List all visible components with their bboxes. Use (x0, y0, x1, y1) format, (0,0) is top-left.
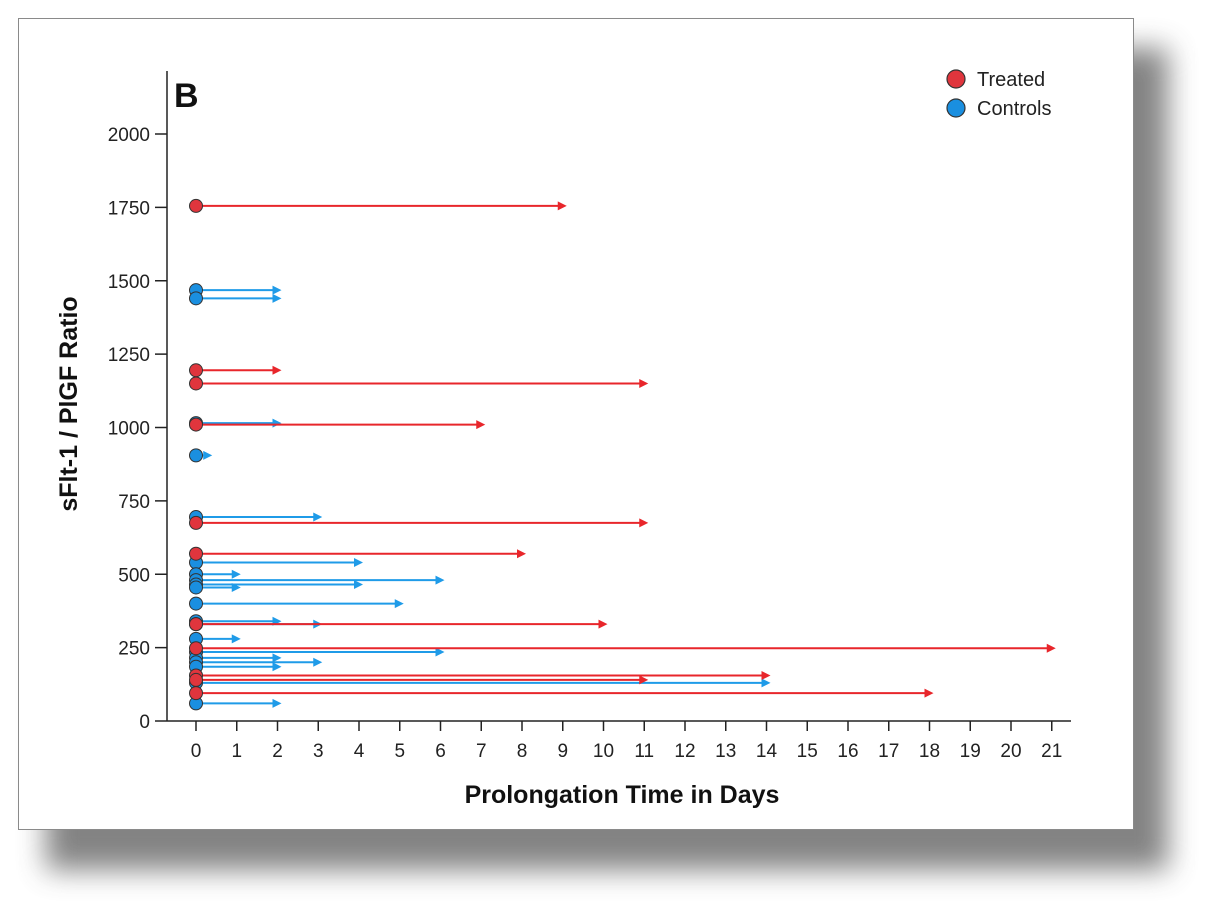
arrow-head-controls (272, 662, 282, 672)
panel-label: B (174, 77, 199, 115)
arrow-head-controls (354, 558, 363, 568)
y-tick-label: 250 (118, 639, 150, 660)
x-tick-label: 19 (960, 741, 981, 762)
x-tick-label: 9 (557, 741, 568, 762)
point-controls (189, 596, 203, 611)
x-tick-label: 21 (1041, 741, 1062, 762)
y-tick-label: 2000 (108, 125, 150, 146)
point-controls (189, 448, 203, 463)
legend: Treated Controls (946, 69, 1051, 120)
point-treated (189, 417, 203, 432)
chart-panel: B Treated Controls sFlt-1 / PlGF Ratio P… (18, 18, 1134, 830)
arrow-head-controls (435, 575, 445, 585)
x-tick-label: 12 (674, 741, 695, 762)
arrow-head-treated (1046, 643, 1056, 653)
x-tick-label: 5 (394, 741, 405, 762)
point-controls (189, 580, 203, 595)
data-marks (189, 198, 1056, 711)
y-axis-title: sFlt-1 / PlGF Ratio (55, 296, 83, 511)
x-tick-label: 11 (634, 741, 654, 762)
point-treated (189, 686, 203, 701)
arrow-head-treated (476, 420, 486, 430)
arrow-head-controls (272, 293, 282, 303)
legend-marker-treated (946, 69, 966, 89)
arrow-head-controls (231, 634, 241, 644)
x-tick-label: 0 (191, 741, 202, 762)
x-axis-title: Prolongation Time in Days (465, 781, 780, 809)
x-tick-label: 20 (1000, 741, 1021, 762)
x-tick-label: 17 (878, 741, 899, 762)
arrow-head-treated (598, 619, 608, 629)
point-treated (189, 198, 203, 213)
point-treated (189, 363, 203, 378)
point-treated (189, 546, 203, 561)
x-tick-label: 16 (837, 741, 858, 762)
x-tick-label: 4 (354, 741, 365, 762)
x-tick-label: 10 (593, 741, 614, 762)
x-tick-label: 1 (231, 741, 242, 762)
point-treated (189, 617, 203, 632)
arrow-head-treated (557, 201, 567, 211)
arrow-head-treated (639, 378, 649, 388)
y-tick-label: 0 (139, 712, 150, 733)
arrow-head-controls (272, 418, 282, 428)
arrow-head-controls (272, 285, 282, 295)
arrow-head-treated (639, 675, 649, 685)
legend-marker-controls (946, 98, 966, 118)
arrow-head-controls (203, 450, 213, 460)
point-treated (189, 641, 203, 656)
arrow-head-treated (639, 518, 649, 528)
arrow-head-controls (231, 569, 241, 579)
arrow-head-controls (761, 678, 771, 688)
point-treated (189, 672, 203, 687)
x-tick-label: 15 (797, 741, 818, 762)
y-tick-label: 500 (118, 565, 150, 586)
y-tick-label: 1750 (108, 198, 150, 219)
y-tick-label: 1000 (108, 419, 150, 440)
legend-label-controls: Controls (977, 98, 1051, 120)
arrow-head-controls (435, 647, 445, 657)
arrow-head-controls (272, 698, 282, 708)
point-controls (189, 291, 203, 306)
arrow-head-treated (272, 365, 282, 375)
x-tick-label: 6 (435, 741, 446, 762)
arrow-head-treated (761, 671, 771, 681)
x-tick-label: 2 (272, 741, 283, 762)
arrow-head-controls (313, 657, 323, 667)
x-tick-label: 14 (756, 741, 778, 762)
chart-svg: B Treated Controls sFlt-1 / PlGF Ratio P… (55, 69, 1071, 809)
legend-label-treated: Treated (977, 69, 1045, 91)
y-tick-label: 750 (118, 492, 150, 513)
x-tick-label: 3 (313, 741, 324, 762)
arrow-head-controls (313, 512, 323, 522)
point-treated (189, 515, 203, 530)
arrow-head-controls (231, 582, 241, 592)
x-tick-label: 18 (919, 741, 940, 762)
arrow-head-controls (394, 599, 404, 609)
arrow-head-treated (924, 688, 934, 698)
arrow-head-treated (517, 549, 526, 559)
arrow-head-controls (354, 580, 363, 590)
point-treated (189, 376, 203, 391)
x-tick-label: 8 (517, 741, 528, 762)
y-tick-label: 1500 (108, 272, 150, 293)
x-tick-label: 7 (476, 741, 487, 762)
arrow-head-controls (272, 653, 282, 663)
x-tick-label: 13 (715, 741, 736, 762)
y-tick-label: 1250 (108, 345, 150, 366)
